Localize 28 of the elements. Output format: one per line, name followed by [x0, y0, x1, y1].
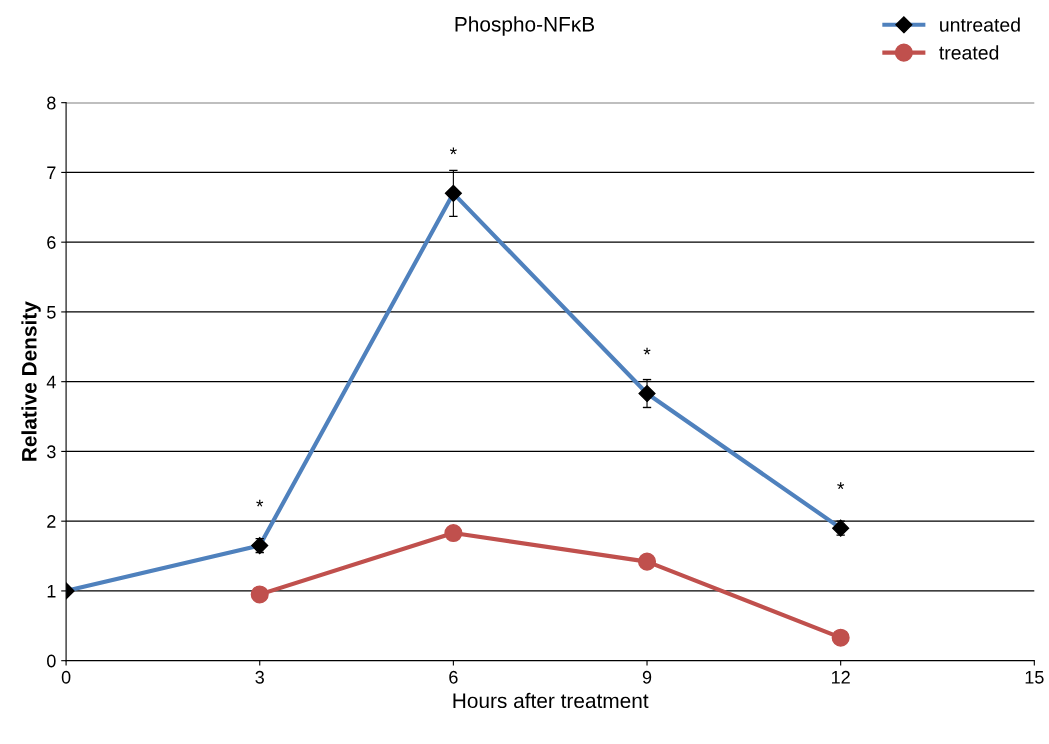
- y-tick-label: 6: [47, 236, 56, 249]
- y-tick-label: 8: [47, 96, 56, 110]
- y-tick-label: 1: [47, 585, 56, 598]
- x-tick-label: 3: [255, 670, 264, 684]
- y-tick-label: 7: [47, 166, 56, 179]
- annotation: *: [643, 347, 651, 355]
- legend-label: treated: [939, 45, 999, 60]
- point: [637, 552, 657, 571]
- annotation: *: [837, 482, 845, 490]
- x-tick-label: 9: [642, 670, 652, 684]
- y-tick-label: 3: [47, 445, 56, 459]
- annotation: *: [449, 147, 457, 155]
- point: [250, 585, 269, 604]
- x-tick-label: 12: [832, 670, 850, 684]
- x-tick-label: 0: [61, 670, 71, 684]
- y-axis-title: Relative Density: [21, 301, 41, 461]
- x-tick-label: 6: [449, 670, 458, 684]
- point: [444, 524, 463, 543]
- annotation: *: [256, 499, 264, 507]
- y-tick-label: 4: [46, 375, 56, 389]
- x-axis-title: Hours after treatment: [453, 692, 649, 709]
- point: [831, 628, 850, 647]
- legend-label: untreated: [940, 17, 1020, 32]
- chart-title: Phospho-NFκB: [455, 16, 595, 36]
- y-tick-label: 5: [47, 306, 56, 319]
- y-tick-label: 0: [47, 654, 56, 668]
- x-tick-label: 15: [1025, 671, 1044, 684]
- y-tick-label: 2: [47, 515, 56, 528]
